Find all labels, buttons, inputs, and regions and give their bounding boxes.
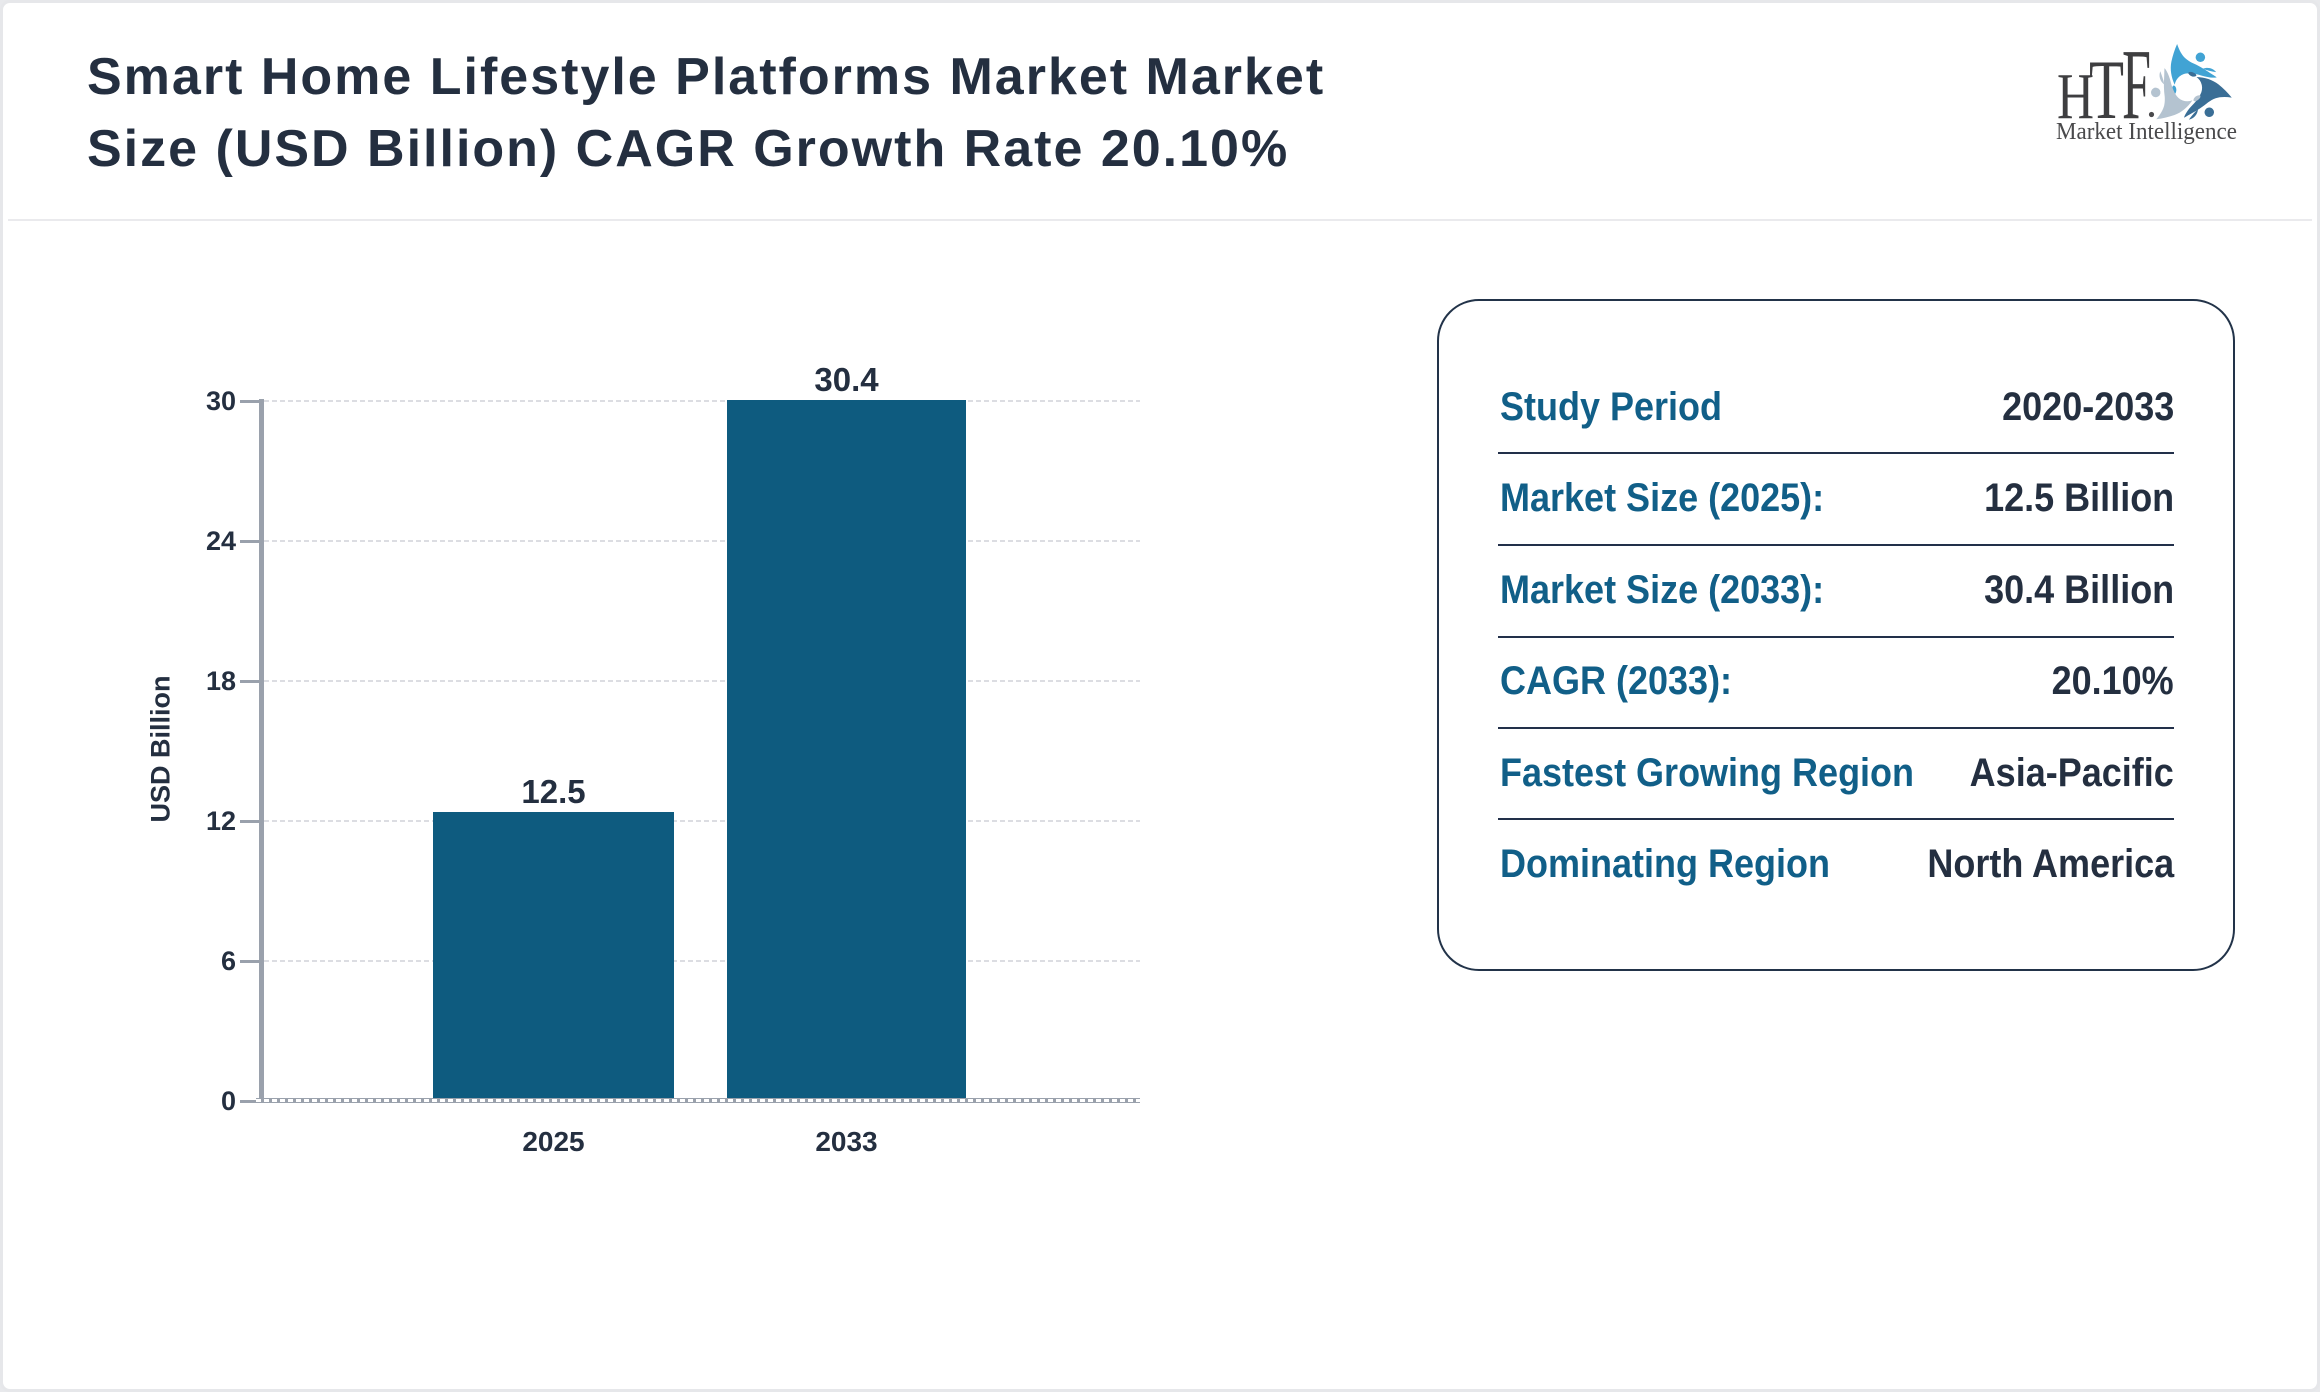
svg-text:F: F [2122,35,2151,140]
svg-text:T: T [2089,43,2124,137]
svg-text:Market Intelligence: Market Intelligence [2056,119,2237,145]
svg-text:H: H [2057,60,2094,133]
